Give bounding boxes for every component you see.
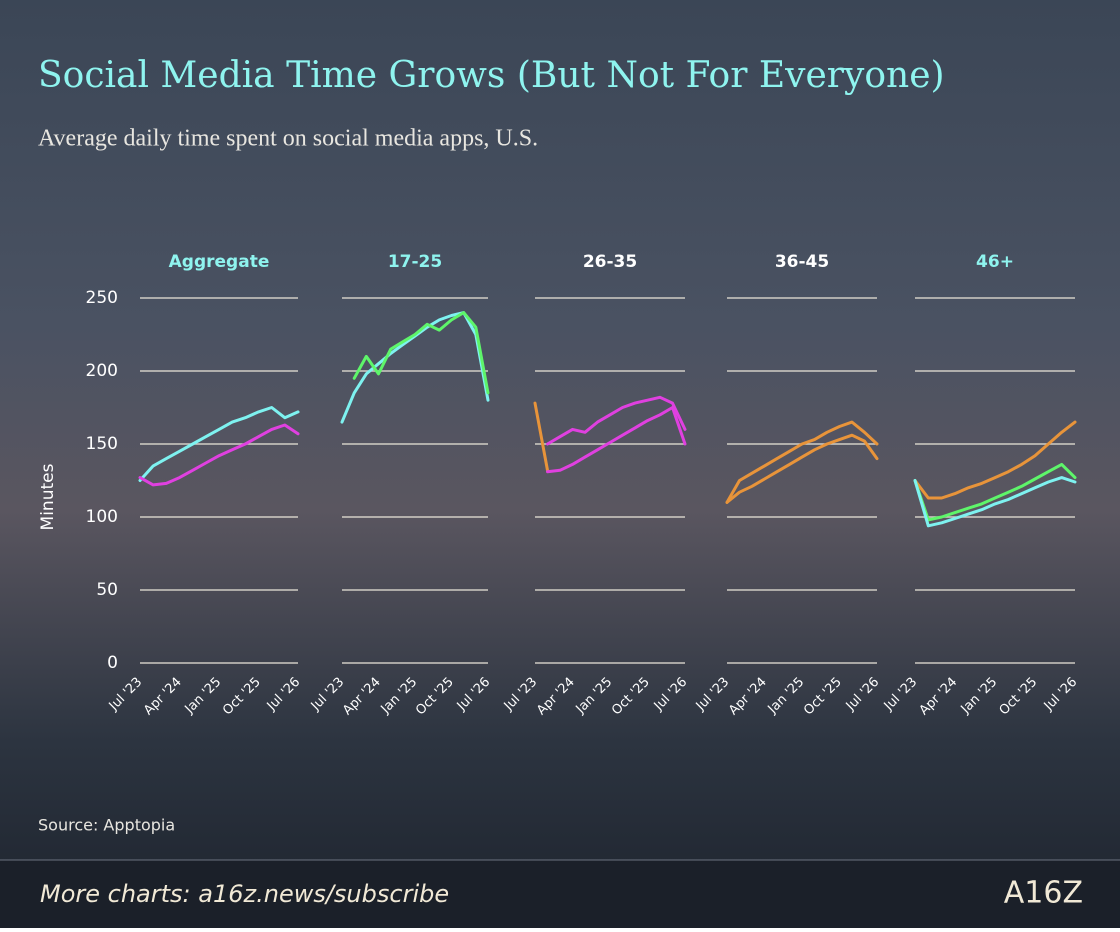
x-tick-label: Jan '25 — [182, 675, 225, 718]
y-axis-label: Minutes — [38, 463, 58, 530]
series-line — [725, 420, 879, 504]
panel-title: 46+ — [976, 252, 1014, 272]
footer-band — [0, 860, 1120, 928]
y-tick-label: 0 — [107, 653, 118, 673]
x-tick-label: Apr '24 — [141, 675, 185, 719]
x-tick-label: Jul '23 — [881, 675, 921, 715]
y-tick-label: 150 — [86, 434, 118, 454]
y-tick-label: 200 — [86, 361, 118, 381]
y-tick-label: 100 — [86, 507, 118, 527]
x-tick-label: Apr '24 — [726, 675, 770, 719]
logo: A16Z — [1004, 876, 1083, 911]
y-tick-label: 250 — [86, 288, 118, 308]
y-tick-label: 50 — [96, 580, 118, 600]
x-tick-label: Apr '24 — [340, 675, 384, 719]
x-tick-label: Apr '24 — [534, 675, 578, 719]
series-line — [138, 406, 300, 482]
x-tick-label: Jan '25 — [765, 675, 808, 718]
panel-title: 17-25 — [388, 252, 442, 272]
x-tick-label: Jul '26 — [1041, 675, 1081, 715]
panel-title: 26-35 — [583, 252, 637, 272]
source: Source: Apptopia — [38, 816, 175, 835]
series-line — [546, 395, 687, 446]
panel-title: Aggregate — [169, 252, 270, 272]
x-tick-label: Oct '25 — [413, 675, 457, 719]
x-tick-label: Apr '24 — [917, 675, 961, 719]
x-tick-label: Jan '25 — [958, 675, 1001, 718]
series-line — [913, 420, 1077, 500]
x-tick-label: Jul '23 — [106, 675, 146, 715]
series-line — [340, 311, 490, 424]
chart-subtitle: Average daily time spent on social media… — [38, 126, 538, 152]
footer-link[interactable]: More charts: a16z.news/subscribe — [40, 880, 449, 908]
series-line — [546, 406, 687, 474]
x-tick-label: Oct '25 — [609, 675, 653, 719]
series-line — [533, 401, 549, 472]
x-tick-label: Jul '26 — [264, 675, 304, 715]
series-line — [725, 433, 879, 504]
panel-title: 36-45 — [775, 252, 829, 272]
x-tick-label: Jul '26 — [651, 675, 691, 715]
x-tick-label: Oct '25 — [997, 675, 1041, 719]
x-tick-label: Jan '25 — [378, 675, 421, 718]
x-tick-label: Jan '25 — [573, 675, 616, 718]
x-tick-label: Jul '26 — [843, 675, 883, 715]
series-line — [138, 423, 300, 487]
chart-title: Social Media Time Grows (But Not For Eve… — [38, 55, 945, 96]
x-tick-label: Oct '25 — [801, 675, 845, 719]
x-tick-label: Jul '26 — [454, 675, 494, 715]
series-line — [913, 476, 1077, 528]
series-line — [913, 462, 1077, 522]
series-line — [352, 311, 490, 395]
x-tick-label: Oct '25 — [220, 675, 264, 719]
